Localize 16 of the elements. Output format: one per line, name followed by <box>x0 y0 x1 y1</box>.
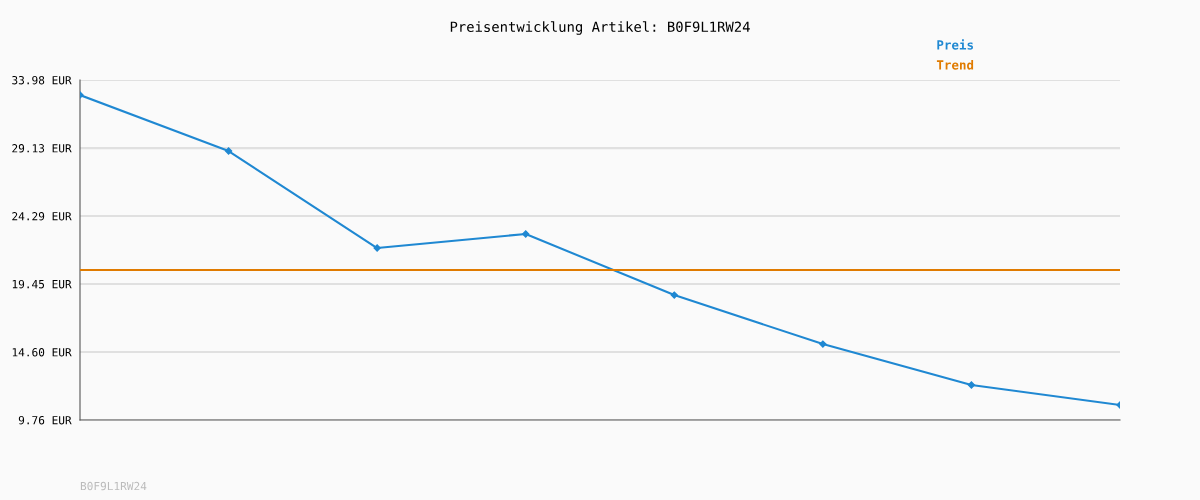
point <box>224 147 233 155</box>
chart-title: Preisentwicklung Artikel: B0F9L1RW24 <box>450 21 750 35</box>
point <box>522 230 530 238</box>
y-tick-label: 29.13 EUR <box>12 144 72 153</box>
y-tick-label: 19.45 EUR <box>12 279 72 289</box>
point <box>967 381 976 389</box>
y-tick-label: 9.76 EUR <box>18 416 72 425</box>
y-tick-label: 24.29 EUR <box>12 212 72 221</box>
text: Preis <box>937 39 973 50</box>
point <box>373 244 381 252</box>
y-tick-label: 33.98 EUR <box>12 76 72 85</box>
text: Trend <box>936 59 974 70</box>
text: B0F9L1RW24 <box>80 481 147 491</box>
y-tick-label: 14.60 EUR <box>12 348 72 357</box>
point <box>819 340 827 348</box>
point <box>670 291 678 299</box>
